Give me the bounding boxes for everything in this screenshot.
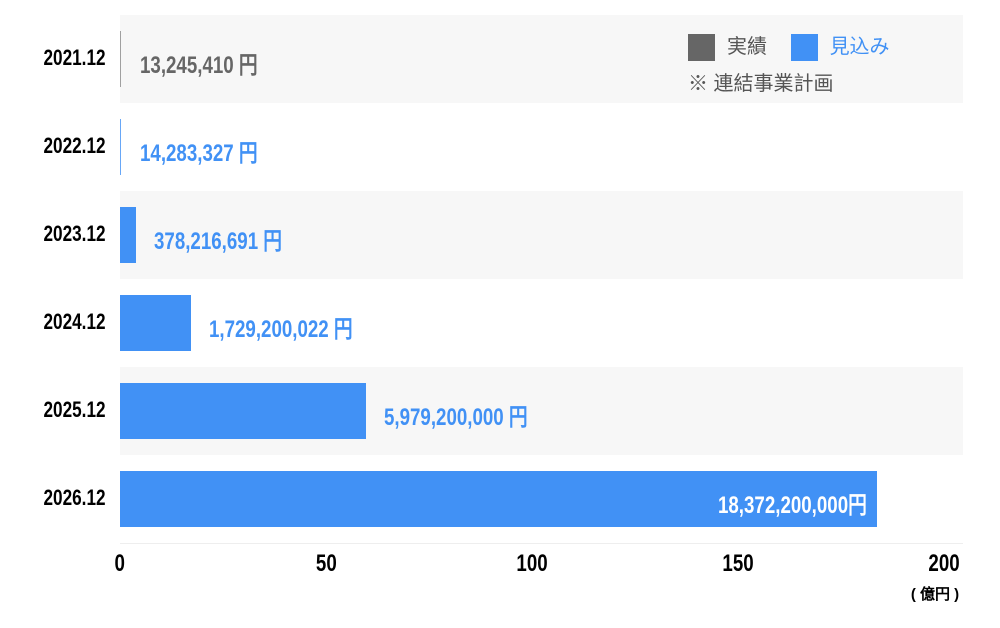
legend-swatch-actual — [688, 34, 715, 62]
category-text: 2026.12 — [43, 485, 106, 510]
bar-2021.12 — [120, 31, 123, 87]
legend-label-actual: 実績 — [727, 36, 767, 58]
value-label: 378,216,691 円 — [154, 221, 318, 256]
row-band — [120, 15, 963, 103]
value-label: 1,729,200,022 円 — [209, 309, 393, 344]
category-label: 2023.12 — [0, 221, 106, 247]
tick-text: 200 — [928, 550, 960, 577]
legend-swatch-forecast — [790, 34, 818, 62]
value-text: 14,283,327 円 — [139, 140, 258, 167]
value-text: 5,979,200,000 円 — [384, 404, 528, 431]
value-text: 13,245,410 円 — [139, 52, 258, 79]
value-label: 18,372,200,000円 — [577, 485, 867, 520]
category-text: 2022.12 — [43, 133, 106, 158]
bar-2026.12 — [120, 471, 877, 527]
category-label: 2024.12 — [0, 309, 106, 335]
value-text: 1,729,200,022 円 — [209, 316, 353, 343]
legend-actual: 実績 — [688, 30, 767, 62]
bar-2025.12 — [120, 383, 367, 439]
tick-text: 150 — [722, 550, 754, 577]
legend-note: ※ 連結事業計画 — [688, 73, 834, 96]
x-tick-label: 200 — [904, 550, 984, 578]
category-label: 2022.12 — [0, 133, 106, 159]
tick-text: 0 — [114, 550, 126, 577]
category-text: 2021.12 — [43, 45, 106, 70]
value-label: 5,979,200,000 円 — [384, 397, 568, 432]
x-tick-label: 50 — [286, 550, 366, 578]
x-tick-label: 0 — [80, 550, 160, 578]
value-label: 13,245,410 円 — [140, 45, 291, 80]
row-band — [120, 191, 963, 279]
category-text: 2024.12 — [43, 309, 106, 334]
legend-label-forecast: 見込み — [829, 36, 890, 58]
value-text: 378,216,691 円 — [153, 228, 282, 255]
category-label: 2026.12 — [0, 485, 106, 511]
bar-2023.12 — [120, 207, 136, 263]
legend: 実績 見込み ※ 連結事業計画 — [688, 30, 908, 96]
tick-text: 100 — [516, 550, 548, 577]
value-label: 14,283,327 円 — [140, 133, 291, 168]
category-text: 2025.12 — [43, 397, 106, 422]
x-axis-unit: ( 億円 ) — [910, 586, 960, 603]
category-text: 2023.12 — [43, 221, 106, 246]
category-label: 2021.12 — [0, 45, 106, 71]
value-text: 18,372,200,000円 — [718, 492, 867, 519]
category-label: 2025.12 — [0, 397, 106, 423]
bar-2024.12 — [120, 295, 192, 351]
x-tick-label: 100 — [492, 550, 572, 578]
tick-text: 50 — [315, 550, 337, 577]
x-tick-label: 150 — [698, 550, 778, 578]
axis-baseline — [120, 543, 963, 544]
legend-forecast: 見込み — [790, 30, 890, 62]
bar-2022.12 — [120, 119, 123, 175]
